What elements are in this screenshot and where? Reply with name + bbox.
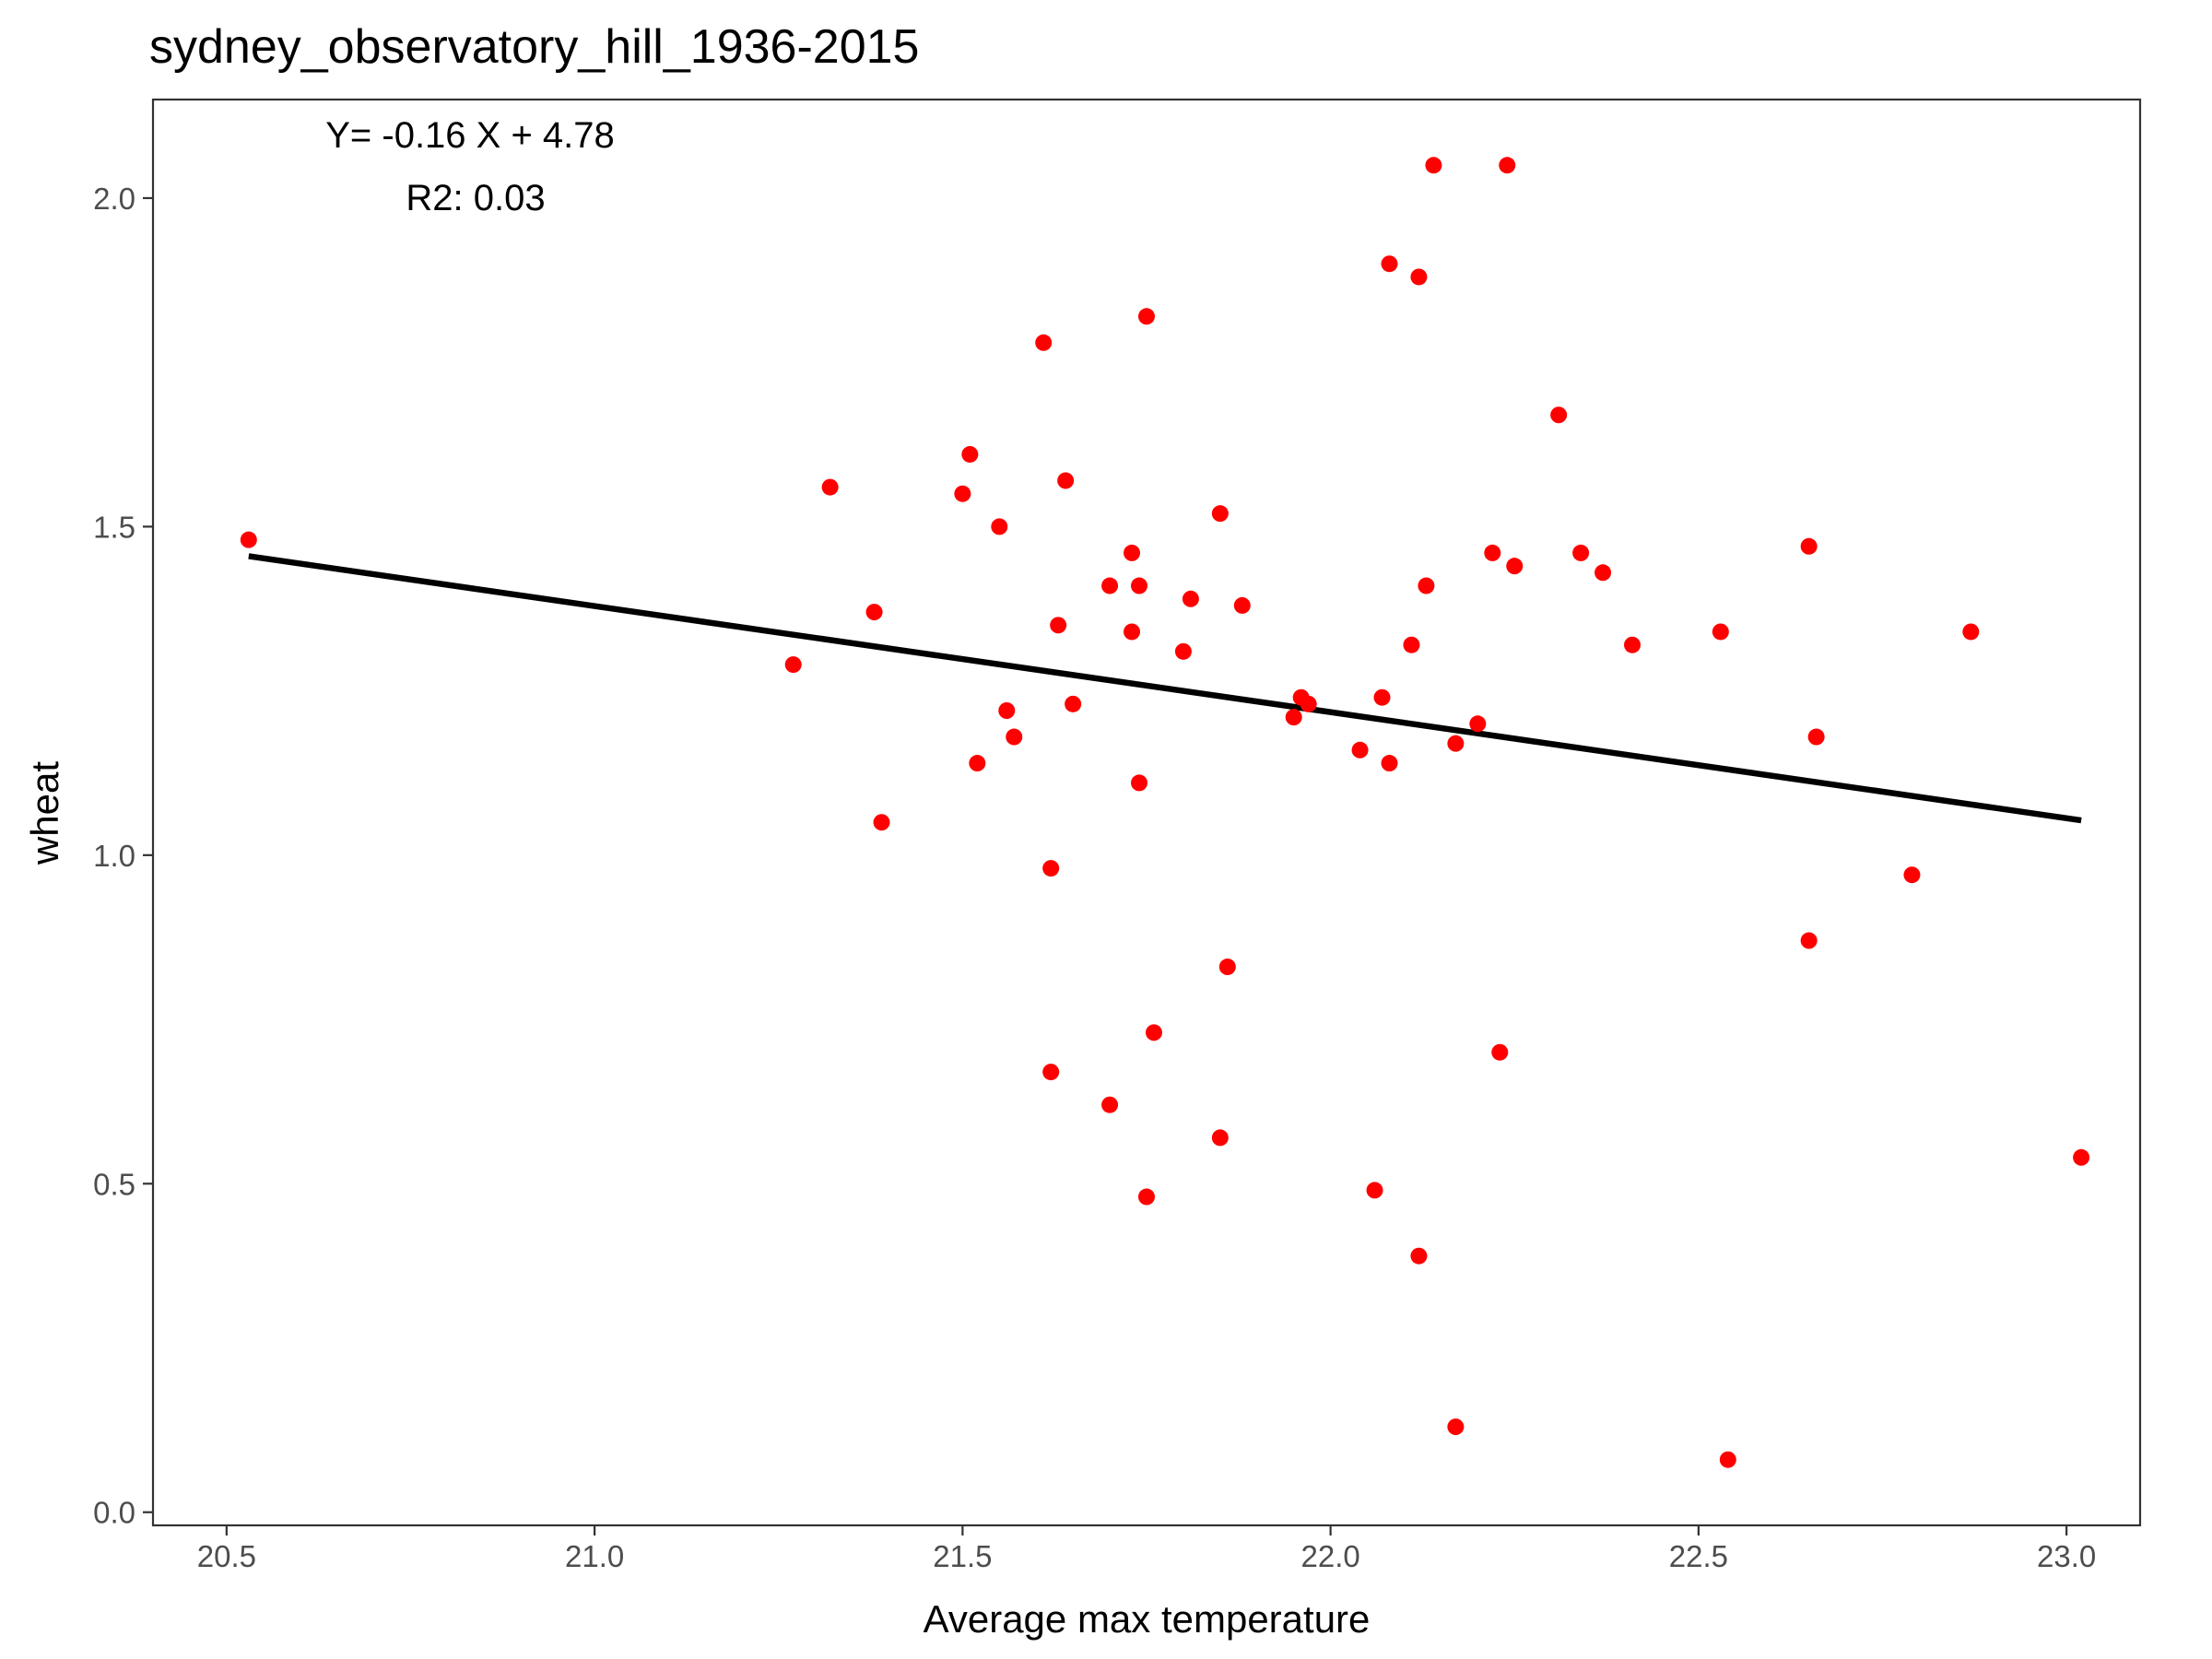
data-point [1131,774,1148,792]
data-point [1903,866,1921,884]
x-tick-label: 21.0 [565,1539,624,1573]
y-tick-label: 0.5 [93,1167,135,1201]
data-point [1807,728,1825,746]
data-point [1042,860,1060,877]
data-point [1447,735,1465,752]
y-tick-label: 1.0 [93,839,135,873]
x-tick-label: 22.5 [1669,1539,1728,1573]
equation-annotation: Y= -0.16 X + 4.78 [325,115,615,156]
data-point [1174,642,1192,660]
data-point [1594,564,1612,582]
data-point [1211,1129,1229,1147]
data-point [1418,577,1435,594]
data-point [1447,1418,1465,1436]
data-point [2073,1148,2090,1166]
data-point [1124,544,1141,561]
data-point [1145,1024,1162,1041]
data-point [784,656,802,674]
data-point [1285,709,1302,726]
x-tick-label: 20.5 [197,1539,256,1573]
y-axis-title: wheat [23,761,66,865]
data-point [1499,157,1516,174]
data-point [1381,755,1398,772]
data-point [1506,558,1524,575]
data-point [1042,1064,1060,1081]
data-point [1719,1451,1736,1468]
data-point [1101,577,1119,594]
data-point [961,445,979,463]
data-point [1425,157,1442,174]
data-point [1211,505,1229,523]
data-point [865,604,883,621]
data-point [1131,577,1148,594]
data-point [1800,932,1818,949]
y-tick-label: 1.5 [93,510,135,544]
data-point [1101,1096,1119,1113]
data-point [1624,636,1641,653]
x-tick-label: 22.0 [1301,1539,1360,1573]
data-point [1550,406,1568,424]
data-point [1410,268,1428,286]
data-point [1469,715,1487,733]
data-points [240,157,2090,1468]
data-point [1138,308,1155,325]
x-axis: 20.5 21.0 21.5 22.0 22.5 23.0 [197,1525,2096,1573]
data-point [1182,590,1199,607]
data-point [998,702,1016,719]
data-point [1233,596,1251,614]
data-point [1366,1182,1383,1199]
data-point [240,531,257,548]
data-point [1351,741,1369,759]
data-point [1138,1188,1155,1206]
chart-title: sydney_observatory_hill_1936-2015 [149,20,919,74]
data-point [1218,959,1236,976]
data-point [1057,472,1075,489]
data-point [1484,544,1501,561]
y-tick-label: 2.0 [93,182,135,216]
x-tick-label: 21.5 [933,1539,992,1573]
data-point [821,478,839,496]
data-point [1491,1043,1509,1061]
x-axis-title: Average max temperature [924,1597,1371,1641]
data-point [1006,728,1023,746]
data-point [1712,623,1729,641]
data-point [1800,537,1818,555]
data-point [1124,623,1141,641]
data-point [1065,695,1082,712]
plot-panel [151,98,2142,1527]
data-point [873,814,890,831]
data-point [1962,623,1980,641]
x-tick-label: 23.0 [2037,1539,2096,1573]
data-point [1050,617,1067,634]
data-point [969,755,986,772]
data-point [1373,688,1391,706]
data-point [1381,255,1398,273]
y-tick-label: 0.0 [93,1496,135,1530]
data-point [991,518,1008,535]
data-point [1410,1247,1428,1265]
data-point [954,485,971,502]
regression-line [248,553,2082,824]
r2-annotation: R2: 0.03 [406,178,545,218]
y-axis: 0.0 0.5 1.0 1.5 2.0 [93,182,153,1530]
data-point [1572,544,1590,561]
data-point [1403,636,1420,653]
data-point [1300,695,1317,712]
data-point [1035,334,1053,351]
